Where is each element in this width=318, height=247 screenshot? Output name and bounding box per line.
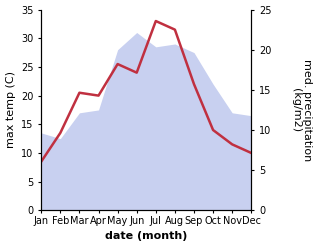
Y-axis label: med. precipitation
(kg/m2): med. precipitation (kg/m2) [291,59,313,161]
Y-axis label: max temp (C): max temp (C) [5,71,16,148]
X-axis label: date (month): date (month) [105,231,187,242]
